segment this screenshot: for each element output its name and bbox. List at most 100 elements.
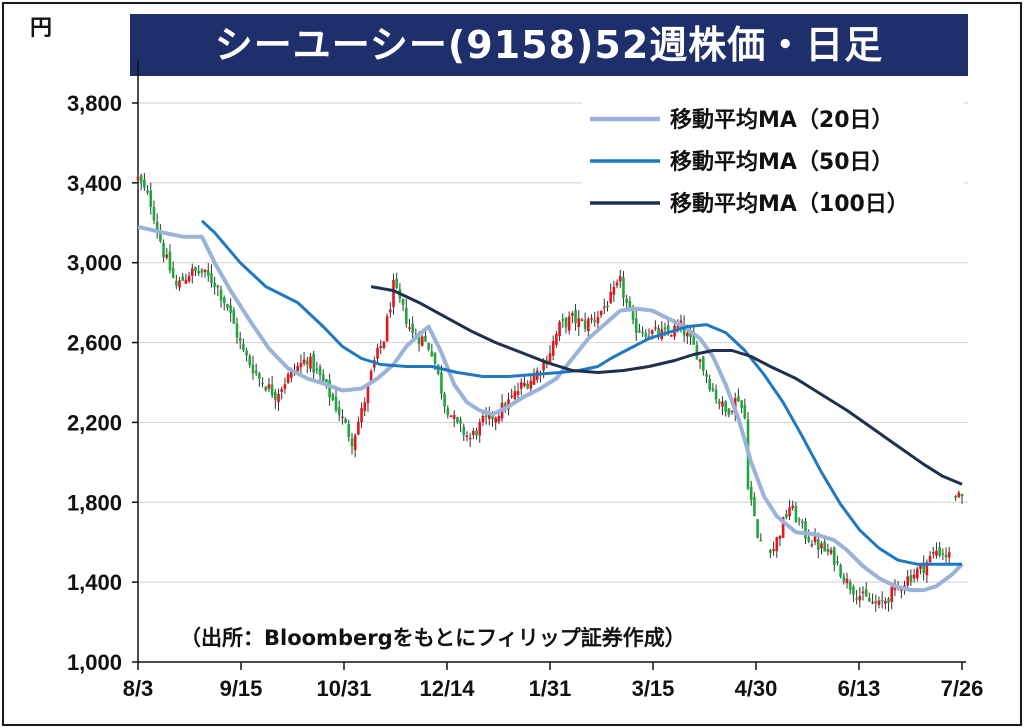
- candle-body: [689, 330, 692, 337]
- candle-body: [788, 507, 791, 517]
- candle-body: [864, 589, 868, 597]
- candle-body: [277, 393, 280, 403]
- legend: 移動平均MA（20日） 移動平均MA（50日） 移動平均MA（100日）: [582, 95, 964, 225]
- candle-body: [654, 327, 657, 329]
- candle-body: [136, 176, 140, 181]
- candle-body: [363, 402, 367, 412]
- candle-body: [443, 393, 446, 407]
- candle-body: [305, 360, 309, 365]
- candle-body: [909, 575, 913, 582]
- x-axis: 8/3 9/15 10/31 12/14 1/31 3/15 4/30 6/13 7/26: [123, 661, 983, 701]
- x-tick-label: 9/15: [220, 676, 263, 701]
- candle-body: [676, 325, 680, 328]
- y-tick-label: 1,400: [67, 570, 122, 595]
- candle-body: [542, 361, 545, 371]
- candle-body: [309, 356, 312, 369]
- candle-body: [328, 380, 331, 398]
- candle-body: [615, 282, 619, 286]
- candle-body: [379, 346, 383, 348]
- candle-body: [258, 373, 261, 379]
- candle-body: [775, 537, 779, 552]
- candle-body: [459, 419, 462, 424]
- candle-body: [171, 267, 175, 278]
- candle-body: [769, 549, 772, 554]
- candle-body: [267, 384, 271, 389]
- candle-body: [494, 417, 498, 423]
- y-axis: 1,000 1,400 1,800 2,200 2,600 3,000 3,400 3,800: [67, 60, 139, 675]
- candle-body: [178, 280, 181, 288]
- candle-body: [938, 547, 941, 556]
- candle-body: [602, 306, 606, 309]
- candle-body: [411, 323, 414, 333]
- candle-body: [389, 309, 392, 313]
- candle-body: [935, 550, 938, 556]
- y-tick-label: 3,000: [67, 251, 122, 276]
- candle-body: [657, 328, 660, 336]
- candle-body: [781, 517, 785, 538]
- y-unit-label: 円: [30, 16, 53, 41]
- candle-body: [753, 496, 756, 517]
- candle-body: [960, 493, 964, 497]
- candle-body: [254, 370, 258, 374]
- candle-body: [590, 318, 593, 320]
- candle-body: [245, 350, 248, 356]
- candle-body: [567, 316, 571, 331]
- candle-body: [954, 495, 957, 498]
- candle-body: [548, 353, 552, 363]
- candles: [136, 170, 964, 612]
- candle-body: [283, 384, 287, 389]
- x-tick-label: 1/31: [529, 676, 572, 701]
- candle-body: [417, 334, 421, 344]
- candle-body: [251, 364, 255, 374]
- candle-body: [880, 599, 884, 602]
- candle-body: [357, 421, 360, 435]
- candle-body: [385, 316, 389, 342]
- x-tick-label: 4/30: [735, 676, 778, 701]
- candle-body: [200, 269, 204, 273]
- candle-body: [360, 408, 363, 423]
- candle-body: [238, 337, 242, 341]
- candle-body: [778, 536, 782, 539]
- candle-body: [622, 277, 625, 298]
- candle-body: [558, 321, 561, 337]
- x-tick-label: 6/13: [838, 676, 881, 701]
- candle-body: [456, 417, 459, 423]
- ma-line-3: [370, 285, 963, 486]
- candle-body: [692, 334, 696, 345]
- candle-body: [334, 396, 338, 411]
- candle-body: [810, 544, 814, 546]
- candle-body: [612, 286, 616, 295]
- candle-body: [580, 319, 584, 321]
- candle-body: [714, 389, 718, 400]
- candle-body: [344, 418, 347, 423]
- candle-body: [449, 415, 453, 418]
- candle-body: [331, 394, 335, 401]
- candle-body: [478, 422, 482, 436]
- candle-body: [599, 310, 603, 316]
- candle-body: [925, 562, 929, 576]
- candle-body: [315, 368, 319, 371]
- candle-body: [481, 415, 485, 423]
- candle-body: [670, 335, 673, 337]
- candle-body: [759, 540, 763, 542]
- candle-body: [577, 318, 581, 327]
- chart-title: シーユーシー(9158)52週株価・日足: [214, 23, 884, 67]
- candle-body: [452, 414, 456, 419]
- candle-body: [912, 574, 916, 579]
- candle-body: [711, 388, 715, 391]
- candle-body: [836, 561, 839, 563]
- candle-body: [219, 289, 223, 301]
- candle-body: [826, 548, 830, 552]
- candle-body: [922, 563, 925, 574]
- candle-body: [206, 270, 210, 276]
- candle-body: [280, 389, 284, 393]
- candle-body: [325, 379, 328, 383]
- moving-averages: [137, 219, 964, 593]
- candle-body: [382, 341, 386, 349]
- y-tick-label: 2,600: [67, 331, 122, 356]
- candle-body: [162, 242, 165, 258]
- candle-body: [695, 344, 699, 360]
- candle-body: [149, 190, 153, 207]
- legend-label-1: 移動平均MA（20日）: [670, 107, 894, 133]
- y-tick-label: 3,400: [67, 171, 122, 196]
